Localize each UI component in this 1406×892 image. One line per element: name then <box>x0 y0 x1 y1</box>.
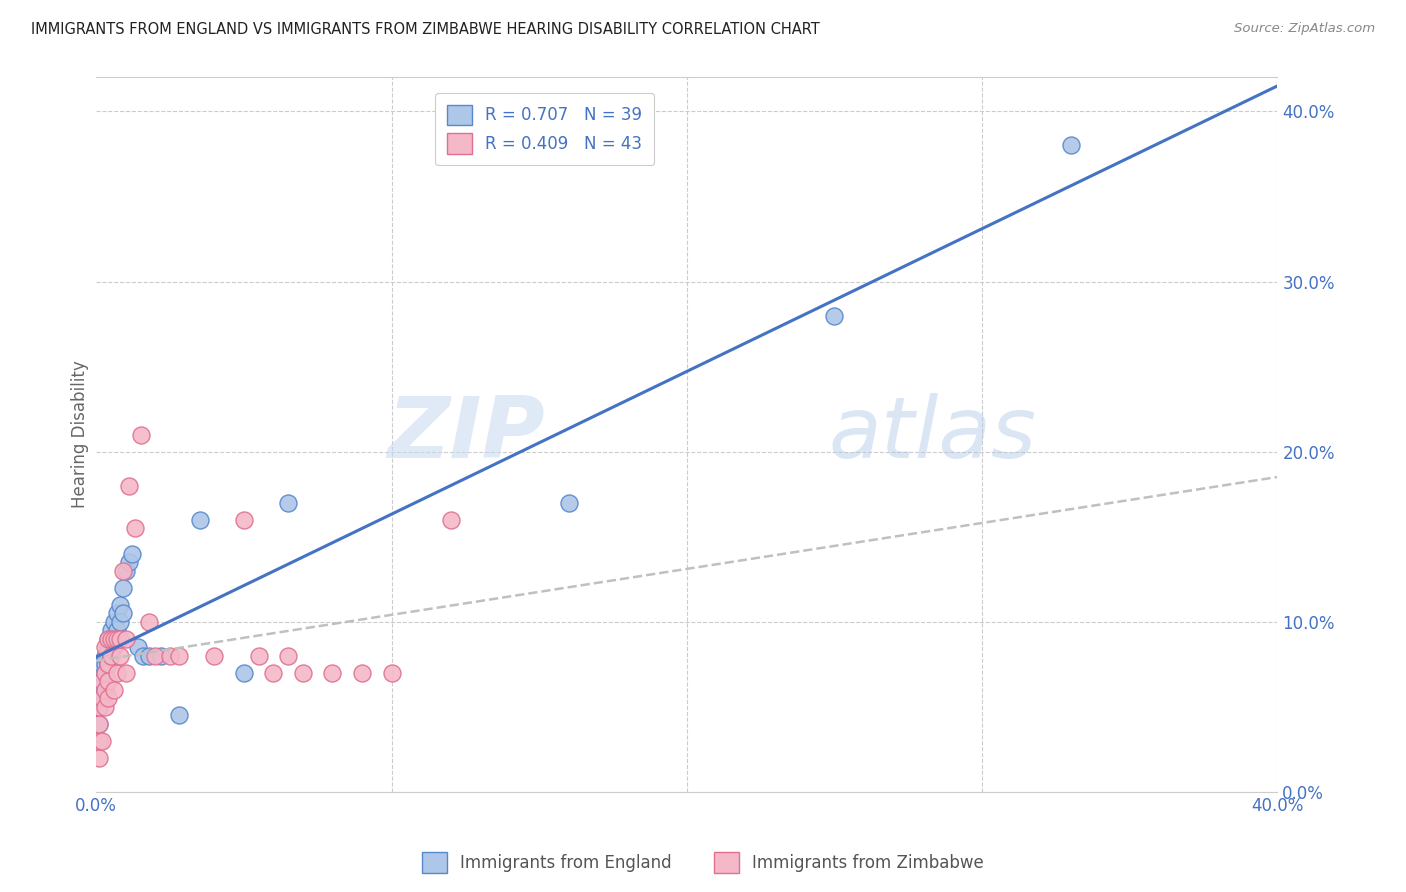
Y-axis label: Hearing Disability: Hearing Disability <box>72 360 89 508</box>
Point <box>823 309 845 323</box>
Point <box>105 632 128 646</box>
Point <box>97 657 120 672</box>
Point <box>277 648 299 663</box>
Point <box>91 691 114 706</box>
Point <box>91 733 114 747</box>
Legend: Immigrants from England, Immigrants from Zimbabwe: Immigrants from England, Immigrants from… <box>416 846 990 880</box>
Point <box>100 623 122 637</box>
Point <box>94 682 117 697</box>
Point <box>114 564 136 578</box>
Point <box>91 674 114 689</box>
Point <box>118 478 141 492</box>
Point <box>111 606 134 620</box>
Point <box>108 598 131 612</box>
Point <box>97 632 120 646</box>
Point <box>557 495 579 509</box>
Point <box>143 648 166 663</box>
Point <box>94 665 117 680</box>
Point <box>103 615 125 629</box>
Point <box>138 615 160 629</box>
Point <box>150 648 173 663</box>
Point <box>94 665 117 680</box>
Legend: R = 0.707   N = 39, R = 0.409   N = 43: R = 0.707 N = 39, R = 0.409 N = 43 <box>436 93 654 165</box>
Point <box>97 632 120 646</box>
Point <box>124 521 146 535</box>
Text: ZIP: ZIP <box>388 393 546 476</box>
Point <box>100 648 122 663</box>
Point <box>91 691 114 706</box>
Point <box>94 682 117 697</box>
Point <box>380 665 402 680</box>
Point <box>105 606 128 620</box>
Point <box>202 648 225 663</box>
Point <box>105 665 128 680</box>
Point <box>111 581 134 595</box>
Point <box>89 733 111 747</box>
Point <box>350 665 373 680</box>
Point <box>277 495 299 509</box>
Point <box>167 648 190 663</box>
Point <box>100 632 122 646</box>
Point <box>97 640 120 655</box>
Point <box>138 648 160 663</box>
Point <box>100 648 122 663</box>
Point <box>91 657 114 672</box>
Text: atlas: atlas <box>828 393 1036 476</box>
Point <box>129 427 152 442</box>
Point <box>127 640 149 655</box>
Point <box>89 699 111 714</box>
Point <box>108 648 131 663</box>
Point <box>121 547 143 561</box>
Point <box>439 513 461 527</box>
Point <box>262 665 284 680</box>
Point <box>108 632 131 646</box>
Point <box>247 648 270 663</box>
Point <box>132 648 155 663</box>
Point <box>89 699 111 714</box>
Point <box>321 665 343 680</box>
Point <box>111 564 134 578</box>
Point <box>100 632 122 646</box>
Point <box>114 632 136 646</box>
Point <box>103 632 125 646</box>
Point <box>89 716 111 731</box>
Point <box>118 555 141 569</box>
Point <box>103 682 125 697</box>
Point <box>91 665 114 680</box>
Point <box>232 513 254 527</box>
Point <box>89 716 111 731</box>
Point <box>89 682 111 697</box>
Point <box>105 623 128 637</box>
Point <box>94 648 117 663</box>
Point <box>97 691 120 706</box>
Point <box>97 657 120 672</box>
Point <box>97 674 120 689</box>
Point <box>291 665 314 680</box>
Text: Source: ZipAtlas.com: Source: ZipAtlas.com <box>1234 22 1375 36</box>
Point <box>94 640 117 655</box>
Point <box>159 648 181 663</box>
Point <box>188 513 211 527</box>
Point <box>91 674 114 689</box>
Point <box>232 665 254 680</box>
Point <box>1060 138 1083 153</box>
Point <box>94 699 117 714</box>
Point <box>103 640 125 655</box>
Point <box>108 615 131 629</box>
Text: IMMIGRANTS FROM ENGLAND VS IMMIGRANTS FROM ZIMBABWE HEARING DISABILITY CORRELATI: IMMIGRANTS FROM ENGLAND VS IMMIGRANTS FR… <box>31 22 820 37</box>
Point <box>167 708 190 723</box>
Point <box>94 657 117 672</box>
Point <box>114 665 136 680</box>
Point <box>89 750 111 764</box>
